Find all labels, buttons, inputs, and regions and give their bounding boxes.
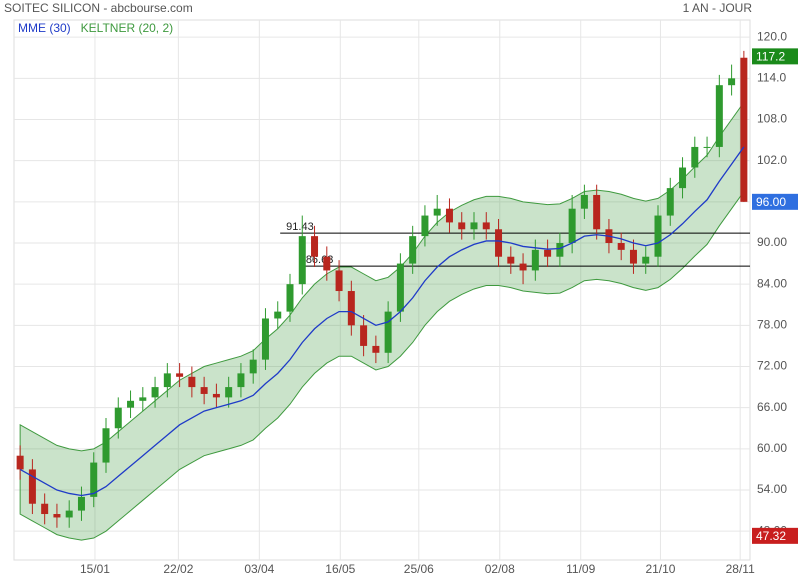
plot-area <box>13 19 751 561</box>
candle-body <box>458 222 466 230</box>
candle-body <box>274 311 282 319</box>
candle-body <box>212 393 220 398</box>
candle-body <box>335 270 343 292</box>
candle-body <box>482 222 490 230</box>
candle-body <box>188 376 196 388</box>
candle-body <box>679 167 687 189</box>
candle-body <box>580 194 588 209</box>
candle-body <box>593 194 601 230</box>
y-tick-label: 72.00 <box>757 359 787 373</box>
y-tick-label: 66.00 <box>757 400 787 414</box>
y-tick-label: 102.0 <box>757 153 787 167</box>
candle-body <box>225 387 233 398</box>
y-tick-label: 108.0 <box>757 112 787 126</box>
x-tick-label: 16/05 <box>325 562 355 576</box>
candle-body <box>261 318 269 360</box>
candle-body <box>715 85 723 147</box>
x-tick-label: 28/11 <box>726 562 755 576</box>
price-tag <box>752 527 798 544</box>
y-tick-label: 120.0 <box>757 29 787 43</box>
candle-body <box>249 359 257 374</box>
candle-body <box>65 510 73 518</box>
candle-body <box>102 428 110 463</box>
x-tick-label: 21/10 <box>645 562 675 576</box>
candle-body <box>90 462 98 497</box>
y-tick-label: 60.00 <box>757 441 787 455</box>
candle-body <box>28 469 36 504</box>
candle-body <box>176 373 184 377</box>
candle-body <box>200 387 208 394</box>
candle-body <box>421 215 429 237</box>
candle-body <box>298 236 306 285</box>
candle-body <box>127 400 135 408</box>
candle-body <box>360 325 368 346</box>
price-tag <box>752 48 798 65</box>
candle-body <box>728 78 736 86</box>
candle-body <box>617 242 625 250</box>
candle-body <box>372 345 380 353</box>
legend-entry: MME (30) <box>18 21 71 35</box>
x-tick-label: 22/02 <box>163 562 193 576</box>
y-tick-label: 114.0 <box>757 70 786 84</box>
candle-body <box>507 256 515 264</box>
x-tick-label: 15/01 <box>80 562 110 576</box>
candle-body <box>740 57 748 202</box>
y-tick-label: 78.00 <box>757 318 787 332</box>
price-tag-label: 96.00 <box>756 195 786 209</box>
candle-body <box>470 222 478 230</box>
candle-body <box>568 208 576 243</box>
candle-body <box>384 311 392 353</box>
candle-body <box>41 503 49 515</box>
candle-body <box>495 229 503 257</box>
y-tick-label: 84.00 <box>757 276 787 290</box>
x-tick-label: 03/04 <box>244 562 274 576</box>
candle-body <box>114 407 122 429</box>
candle-body <box>556 242 564 257</box>
candle-body <box>703 146 711 148</box>
period: 1 AN - JOUR <box>683 1 753 15</box>
price-tag <box>752 193 798 210</box>
candle-body <box>151 387 159 398</box>
candle-body <box>691 146 699 168</box>
candle-body <box>311 236 319 257</box>
y-tick-label: 54.00 <box>757 482 787 496</box>
candle-body <box>286 284 294 312</box>
candle-body <box>629 249 637 264</box>
candle-body <box>16 455 24 470</box>
candle-body <box>77 496 85 511</box>
candle-body <box>396 263 404 312</box>
candle-body <box>53 514 61 518</box>
legend-entry: KELTNER (20, 2) <box>81 21 173 35</box>
price-tag-label: 117.2 <box>756 50 785 64</box>
candle-body <box>642 256 650 264</box>
candle-body <box>445 208 453 223</box>
x-tick-label: 11/09 <box>566 562 595 576</box>
candle-body <box>544 249 552 257</box>
candle-body <box>519 263 527 271</box>
candle-body <box>531 249 539 271</box>
candle-body <box>237 373 245 388</box>
level-label: 91.43 <box>286 221 314 233</box>
mme-line <box>19 146 745 497</box>
candle-body <box>654 215 662 257</box>
x-tick-label: 02/08 <box>485 562 515 576</box>
candle-body <box>433 208 441 216</box>
price-tag-label: 47.32 <box>756 529 786 543</box>
candle-body <box>163 373 171 388</box>
candle-body <box>347 291 355 326</box>
candle-body <box>139 397 147 401</box>
candle-body <box>409 236 417 264</box>
candle-body <box>666 188 674 216</box>
y-tick-label: 90.00 <box>757 235 787 249</box>
x-tick-label: 25/06 <box>404 562 434 576</box>
chart-title: SOITEC SILICON - abcbourse.com <box>4 1 193 15</box>
candle-body <box>323 256 331 271</box>
